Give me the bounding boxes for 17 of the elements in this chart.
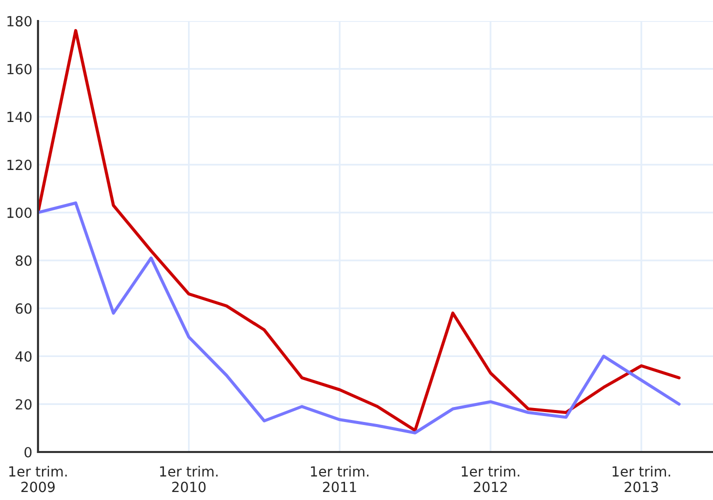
y-tick-label: 80 [16, 255, 32, 266]
x-tick-label: 1er trim. 2013 [612, 466, 670, 492]
line-series [38, 201, 681, 434]
y-tick-label: 180 [7, 16, 32, 26]
y-tick-label: 140 [7, 112, 32, 122]
y-tick-label: 160 [7, 64, 32, 74]
y-tick-label: 0 [24, 446, 32, 458]
x-tick-label: 1er trim. 2009 [9, 466, 67, 492]
x-tick-label: 1er trim. 2011 [310, 466, 368, 492]
y-tick-label: 120 [7, 160, 32, 170]
y-tick-label: 20 [16, 399, 32, 410]
x-tick-label: 1er trim. 2012 [462, 466, 520, 492]
y-tick-label: 60 [16, 303, 32, 314]
y-tick-label: 100 [7, 208, 32, 218]
line-series [38, 29, 681, 432]
x-tick-label: 1er trim. 2010 [160, 466, 218, 492]
y-tick-label: 40 [15, 351, 32, 362]
